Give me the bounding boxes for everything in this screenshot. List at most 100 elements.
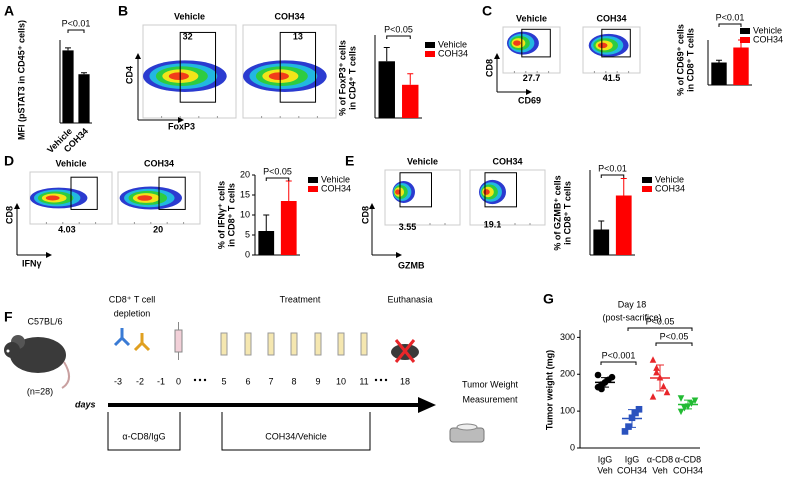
arrow-head bbox=[178, 117, 184, 123]
density bbox=[168, 72, 189, 80]
point bbox=[653, 368, 660, 376]
y-axis-label: in CD8⁺ T cells bbox=[226, 183, 236, 247]
bar bbox=[280, 201, 297, 255]
legend-swatch bbox=[642, 186, 652, 192]
error-bar bbox=[598, 220, 605, 230]
gate bbox=[70, 176, 98, 210]
legend-swatch bbox=[425, 51, 435, 57]
depletion-label: depletion bbox=[114, 308, 151, 318]
panel-label: F bbox=[4, 309, 13, 325]
panel-label: C bbox=[482, 3, 492, 19]
density bbox=[45, 195, 60, 201]
sd-bar bbox=[601, 377, 609, 388]
legend-swatch bbox=[425, 42, 435, 48]
arrow-head bbox=[135, 53, 141, 59]
days-label: days bbox=[75, 399, 96, 409]
error-bar bbox=[620, 178, 627, 196]
point bbox=[681, 404, 688, 412]
gate bbox=[399, 172, 432, 208]
x-tick-label: α-CD8 bbox=[647, 454, 673, 464]
arrow-head bbox=[369, 203, 375, 209]
point bbox=[649, 393, 657, 400]
phase-label: COH34/Vehicle bbox=[265, 431, 327, 441]
sig-label: P<0.01 bbox=[598, 163, 627, 173]
sig-bracket bbox=[386, 35, 411, 39]
plot-label: Vehicle bbox=[516, 13, 547, 23]
sig-bracket bbox=[655, 342, 693, 346]
x-axis-label: FoxP3 bbox=[168, 121, 195, 131]
gate bbox=[484, 172, 517, 208]
x-tick-label: COH34 bbox=[673, 465, 703, 475]
bar bbox=[733, 47, 749, 85]
point bbox=[677, 408, 685, 416]
y-axis-label: Tumor weight (mg) bbox=[544, 350, 554, 430]
plot-label: COH34 bbox=[274, 11, 304, 21]
gate-percent: 41.5 bbox=[603, 73, 621, 83]
bar bbox=[78, 74, 90, 123]
y-tick-label: 300 bbox=[560, 332, 575, 342]
y-axis-label: CD4 bbox=[124, 66, 134, 84]
arrow-head bbox=[494, 53, 500, 59]
y-axis-label: % of IFNγ⁺ cells bbox=[216, 181, 226, 249]
x-axis-label: CD69 bbox=[518, 95, 541, 105]
day-label: 6 bbox=[245, 376, 250, 386]
point bbox=[635, 405, 643, 413]
error-bar bbox=[65, 47, 71, 51]
bar bbox=[258, 231, 275, 255]
y-tick-label: 200 bbox=[560, 369, 575, 379]
y-tick-label: 0 bbox=[570, 442, 575, 452]
gate bbox=[601, 28, 631, 58]
point bbox=[649, 356, 657, 363]
point bbox=[691, 397, 699, 405]
legend-label: COH34 bbox=[753, 34, 783, 44]
day-label: 7 bbox=[268, 376, 273, 386]
density bbox=[483, 189, 490, 195]
panel-label: E bbox=[345, 153, 354, 169]
y-tick-label: 15 bbox=[240, 189, 250, 199]
sig-label: P<0.01 bbox=[62, 18, 91, 28]
bar bbox=[615, 195, 632, 255]
panel-label: B bbox=[118, 3, 128, 19]
arrow-head bbox=[396, 252, 402, 258]
day-label: 5 bbox=[221, 376, 226, 386]
gate bbox=[521, 28, 551, 58]
y-tick-label: 100 bbox=[560, 406, 575, 416]
gate-percent: 32 bbox=[183, 31, 193, 41]
day-label: 9 bbox=[315, 376, 320, 386]
day-label: 8 bbox=[291, 376, 296, 386]
y-axis-label: in CD4⁺ T cells bbox=[347, 46, 357, 110]
legend-label: Vehicle bbox=[753, 25, 782, 35]
bar bbox=[711, 62, 727, 85]
point bbox=[608, 373, 616, 381]
plot-label: COH34 bbox=[144, 158, 174, 168]
y-axis-label: in CD8⁺ T cells bbox=[562, 181, 572, 245]
point bbox=[677, 395, 685, 402]
legend-label: Vehicle bbox=[655, 174, 684, 184]
legend-label: COH34 bbox=[655, 183, 685, 193]
sd-bar bbox=[656, 364, 664, 392]
point bbox=[625, 423, 632, 430]
bar bbox=[62, 50, 74, 123]
arrow-head bbox=[526, 89, 532, 95]
panel-label: G bbox=[543, 291, 554, 307]
plot-label: Vehicle bbox=[55, 158, 86, 168]
y-axis-label: in CD8⁺ T cells bbox=[685, 28, 695, 92]
density bbox=[268, 72, 289, 80]
gate bbox=[158, 176, 186, 210]
sd-bar bbox=[628, 409, 636, 428]
point bbox=[594, 371, 602, 379]
sig-bracket bbox=[265, 177, 290, 181]
y-axis-label: % of CD69⁺ cells bbox=[675, 24, 685, 96]
x-axis-label: IFNγ bbox=[22, 258, 42, 268]
sig-bracket bbox=[718, 23, 742, 27]
density bbox=[513, 40, 521, 46]
y-axis-label: CD8 bbox=[360, 206, 370, 224]
gate-percent: 19.1 bbox=[484, 219, 502, 229]
legend-label: Vehicle bbox=[321, 174, 350, 184]
x-tick-label: Veh bbox=[652, 465, 668, 475]
error-bar bbox=[407, 73, 414, 85]
chart-subtitle: (post-sacrifice) bbox=[602, 312, 661, 322]
sig-label: P<0.05 bbox=[660, 331, 689, 341]
plot-frame bbox=[384, 169, 461, 226]
